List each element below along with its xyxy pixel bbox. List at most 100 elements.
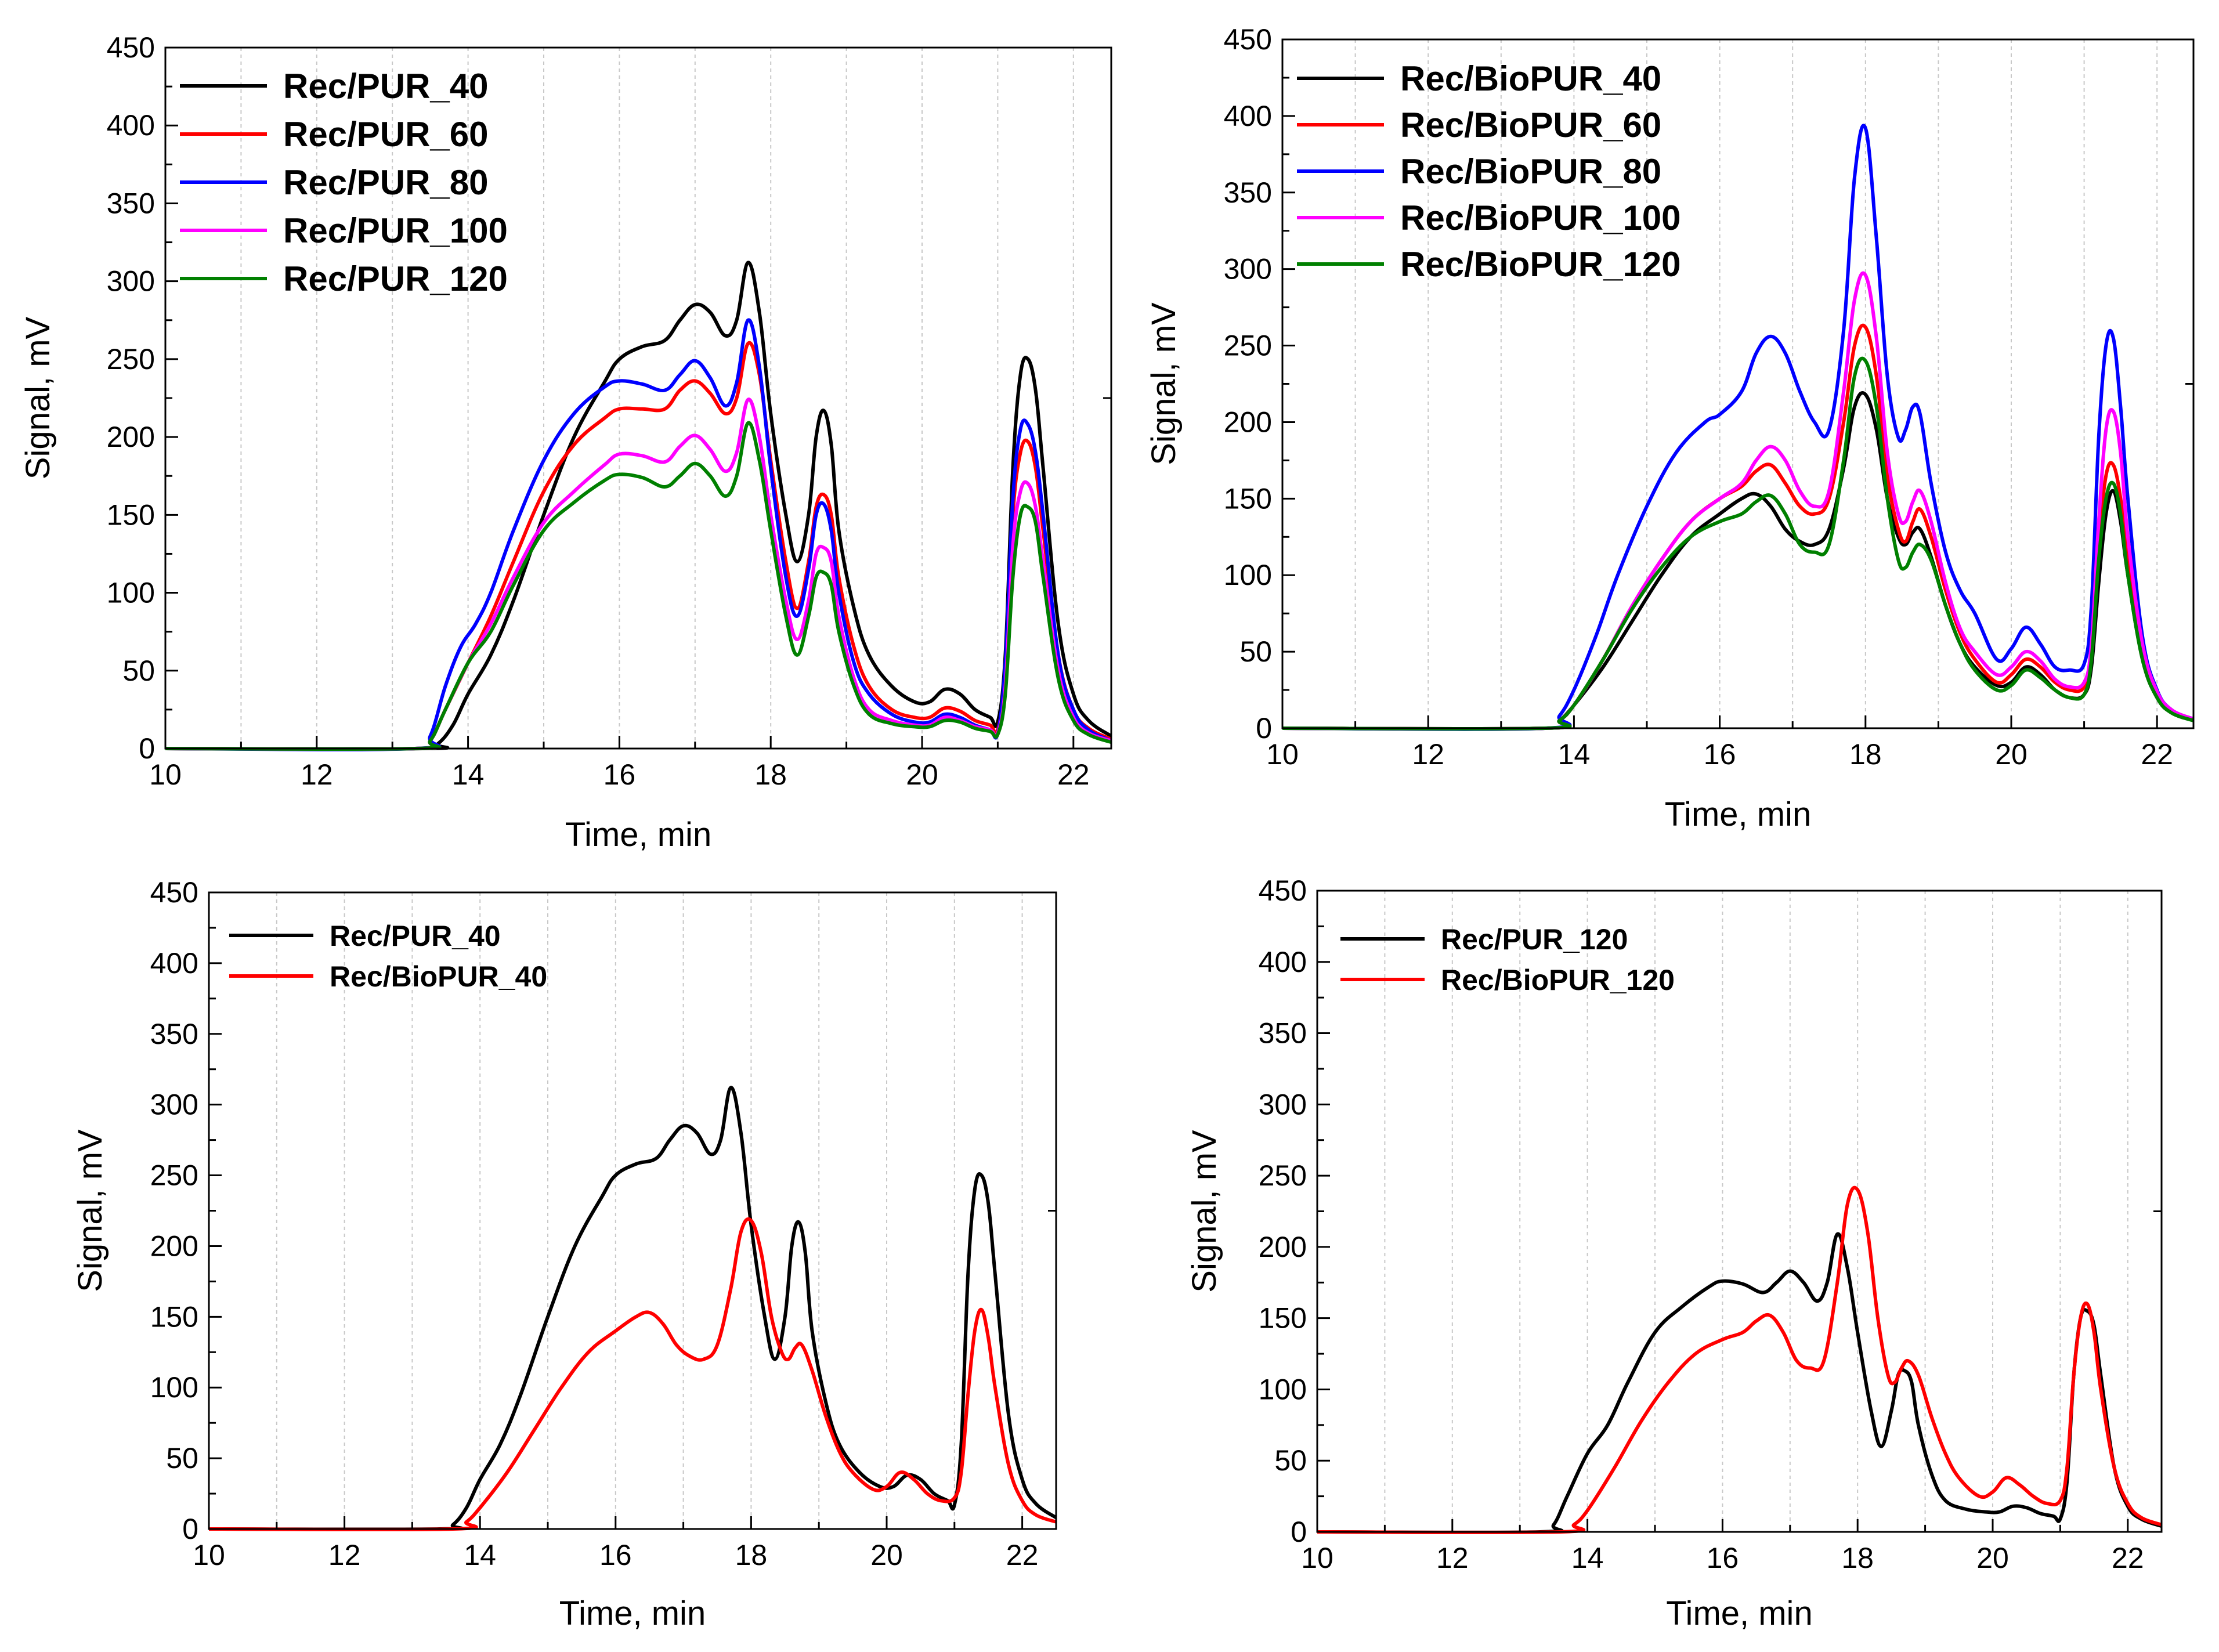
- y-tick-label: 400: [150, 947, 198, 979]
- legend-label: Rec/PUR_60: [283, 115, 489, 154]
- series-line-3: [165, 318, 1112, 751]
- y-tick-label: 150: [107, 498, 155, 531]
- y-tick-label: 100: [107, 577, 155, 609]
- x-tick-label: 10: [1301, 1542, 1333, 1574]
- series-line-4: [1282, 271, 2195, 731]
- series-line-1: [165, 261, 1112, 751]
- y-tick-label: 50: [1239, 635, 1272, 668]
- x-axis-title: Time, min: [1666, 1595, 1812, 1632]
- legend-label: Rec/BioPUR_40: [1400, 59, 1661, 98]
- x-tick-label: 14: [464, 1539, 496, 1571]
- series-line-3: [1282, 124, 2195, 731]
- series-line-5: [165, 421, 1112, 751]
- legend-label: Rec/PUR_100: [283, 211, 508, 250]
- legend-label: Rec/PUR_80: [283, 163, 489, 202]
- legend: Rec/PUR_120 Rec/BioPUR_120: [1340, 923, 1675, 996]
- x-tick-label: 12: [301, 758, 333, 791]
- y-tick-label: 50: [166, 1442, 198, 1474]
- x-tick-label: 18: [1849, 738, 1882, 771]
- x-tick-label: 10: [1266, 738, 1299, 771]
- x-tick-label: 10: [193, 1539, 225, 1571]
- legend: Rec/BioPUR_40 Rec/BioPUR_60 Rec/BioPUR_80 R…: [1297, 59, 1681, 284]
- legend-label: Rec/BioPUR_100: [1400, 198, 1681, 237]
- x-tick-label: 18: [1841, 1542, 1874, 1574]
- y-tick-label: 250: [1259, 1159, 1307, 1192]
- y-tick-label: 300: [107, 265, 155, 298]
- x-tick-label: 16: [599, 1539, 632, 1571]
- y-tick-label: 400: [1224, 100, 1272, 132]
- legend-label: Rec/BioPUR_60: [1400, 106, 1661, 144]
- y-tick-label: 300: [1259, 1088, 1307, 1120]
- x-tick-label: 22: [2141, 738, 2173, 771]
- x-tick-label: 18: [735, 1539, 768, 1571]
- y-tick-label: 300: [150, 1089, 198, 1121]
- y-tick-label: 450: [107, 31, 155, 64]
- series-line-1: [1317, 1232, 2162, 1534]
- y-tick-label: 250: [1224, 330, 1272, 362]
- y-tick-label: 350: [107, 187, 155, 219]
- legend: Rec/PUR_40 Rec/PUR_60 Rec/PUR_80 Rec/PUR_10…: [180, 67, 508, 298]
- legend-label: Rec/PUR_120: [1441, 923, 1628, 956]
- legend-label: Rec/BioPUR_80: [1400, 152, 1661, 191]
- x-tick-label: 18: [754, 758, 787, 791]
- y-tick-label: 450: [1224, 23, 1272, 56]
- legend-label: Rec/PUR_40: [283, 67, 489, 106]
- chart-panel-3: 10 12 14 16 18 20 22 0 50 100 150 200 250 300 350 400 45…: [71, 876, 1057, 1632]
- y-tick-label: 200: [1259, 1231, 1307, 1263]
- y-tick-label: 0: [1291, 1516, 1307, 1548]
- series-line-2: [165, 341, 1112, 751]
- legend-label: Rec/BioPUR_120: [1441, 964, 1675, 996]
- x-tick-label: 22: [2112, 1542, 2144, 1574]
- y-tick-label: 200: [107, 421, 155, 453]
- series-line-5: [1282, 356, 2194, 731]
- x-axis-title: Time, min: [1665, 796, 1811, 833]
- chart-panel-1: 10 12 14 16 18 20 22 0 50 100 150 200 250 300 350 400 45…: [19, 31, 1112, 854]
- series-line-1: [208, 1086, 1057, 1531]
- y-axis-title: Signal, mV: [19, 316, 57, 479]
- y-tick-label: 100: [150, 1371, 198, 1404]
- x-axis-title: Time, min: [565, 816, 711, 854]
- y-tick-label: 350: [1224, 176, 1272, 209]
- y-tick-label: 200: [150, 1230, 198, 1262]
- x-tick-label: 20: [906, 758, 938, 791]
- y-axis-title: Signal, mV: [71, 1129, 109, 1292]
- legend-label: Rec/PUR_120: [283, 259, 508, 298]
- y-tick-label: 150: [1224, 482, 1272, 515]
- x-tick-label: 12: [1412, 738, 1444, 771]
- legend-label: Rec/BioPUR_120: [1400, 245, 1681, 284]
- x-tick-label: 20: [870, 1539, 903, 1571]
- chart-panel-4: 10 12 14 16 18 20 22 0 50 100 150 200 250 300 350 400 45…: [1186, 874, 2163, 1632]
- y-tick-label: 150: [1259, 1302, 1307, 1335]
- series-line-4: [165, 397, 1112, 751]
- y-tick-label: 450: [1259, 874, 1307, 907]
- x-tick-label: 12: [328, 1539, 361, 1571]
- y-tick-label: 150: [150, 1300, 198, 1333]
- x-tick-label: 22: [1057, 758, 1090, 791]
- series-line-2: [1317, 1185, 2162, 1534]
- legend-label: Rec/BioPUR_40: [330, 960, 547, 993]
- legend: Rec/PUR_40 Rec/BioPUR_40: [229, 920, 547, 993]
- y-tick-label: 0: [182, 1513, 198, 1545]
- x-tick-label: 20: [1995, 738, 2028, 771]
- y-tick-label: 450: [150, 876, 198, 909]
- y-tick-label: 0: [139, 732, 155, 765]
- legend-label: Rec/PUR_40: [330, 920, 501, 952]
- y-axis-title: Signal, mV: [1186, 1130, 1223, 1293]
- y-tick-label: 250: [150, 1159, 198, 1192]
- series-line-2: [208, 1217, 1057, 1531]
- y-tick-label: 100: [1224, 559, 1272, 591]
- y-tick-label: 400: [1259, 946, 1307, 978]
- y-tick-label: 400: [107, 109, 155, 142]
- chart-panel-2: 10 12 14 16 18 20 22 0 50 100 150 200 250 300 350 400 45…: [1145, 23, 2195, 833]
- y-tick-label: 250: [107, 343, 155, 375]
- y-tick-label: 200: [1224, 406, 1272, 438]
- series-line-1: [1282, 391, 2194, 731]
- x-tick-label: 20: [1976, 1542, 2009, 1574]
- y-tick-label: 300: [1224, 253, 1272, 285]
- x-tick-label: 16: [603, 758, 636, 791]
- x-tick-label: 14: [1571, 1542, 1604, 1574]
- y-tick-label: 350: [150, 1018, 198, 1050]
- x-tick-label: 16: [1707, 1542, 1739, 1574]
